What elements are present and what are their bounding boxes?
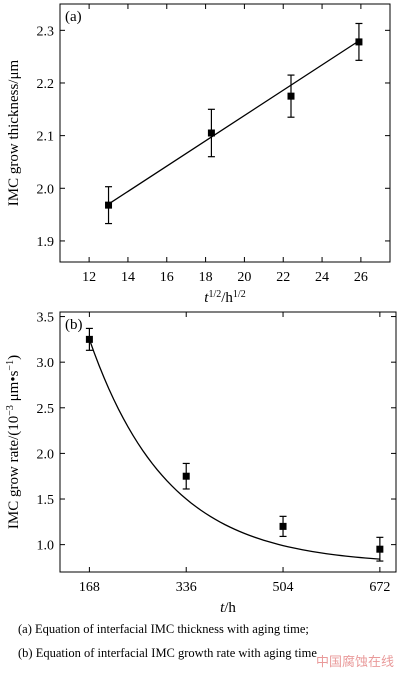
x-tick-label: 22 (276, 270, 290, 285)
panel-a-chart: (a) 12 14 16 18 20 22 24 26 1.9 2.0 2.1 2.2 2.3 t1/2/h… (6, 3, 391, 307)
y-tick-label: 1.5 (37, 493, 55, 508)
y-tick-label: 1.9 (37, 235, 55, 250)
data-point (355, 38, 363, 46)
x-tick-label: 20 (237, 270, 251, 285)
data-point (207, 129, 215, 137)
fit-curve (88, 339, 380, 560)
fit-line (108, 40, 360, 205)
y-tick-label: 2.2 (37, 77, 55, 92)
x-tick-label: 14 (121, 270, 135, 285)
plot-frame (59, 3, 391, 263)
y-tick-label: 3.5 (37, 311, 55, 326)
y-tick-label: 3.0 (37, 356, 55, 371)
x-tick-label: 26 (354, 270, 368, 285)
y-axis-label: IMC grow thickness/μm (6, 59, 22, 206)
y-tick-label: 1.0 (37, 539, 55, 554)
watermark: 中国腐蚀在线 (315, 655, 394, 670)
panel-b-chart: (b) 168 336 504 672 1.0 1.5 2.0 2.5 3.0 3.5 t/h IMC … (5, 311, 397, 616)
data-point (105, 201, 113, 209)
data-point (287, 92, 295, 100)
x-tick-label: 336 (176, 580, 197, 595)
y-tick-label: 2.5 (37, 402, 55, 417)
x-tick-label: 168 (79, 580, 100, 595)
x-axis-label: t1/2/h1/2 (204, 289, 245, 307)
data-point (182, 472, 190, 480)
x-tick-label: 18 (199, 270, 213, 285)
x-tick-label: 504 (273, 580, 294, 595)
y-tick-label: 2.3 (37, 24, 55, 39)
y-tick-label: 2.0 (37, 447, 55, 462)
caption-b: (b) Equation of interfacial IMC growth r… (18, 646, 317, 660)
x-tick-label: 24 (315, 270, 329, 285)
caption-a: (a) Equation of interfacial IMC thicknes… (18, 622, 309, 636)
panel-label: (a) (65, 9, 82, 25)
panel-label: (b) (65, 317, 83, 333)
y-tick-label: 2.0 (37, 182, 55, 197)
y-tick-label: 2.1 (37, 130, 55, 145)
y-axis-label: IMC grow rate/(10−3 μm•s−1) (5, 355, 23, 529)
x-tick-label: 16 (160, 270, 174, 285)
data-point (279, 522, 287, 530)
data-point (85, 335, 93, 343)
x-tick-label: 672 (369, 580, 390, 595)
data-point (376, 545, 384, 553)
plot-frame (59, 311, 397, 573)
x-tick-label: 12 (82, 270, 96, 285)
x-axis-label: t/h (220, 600, 236, 616)
